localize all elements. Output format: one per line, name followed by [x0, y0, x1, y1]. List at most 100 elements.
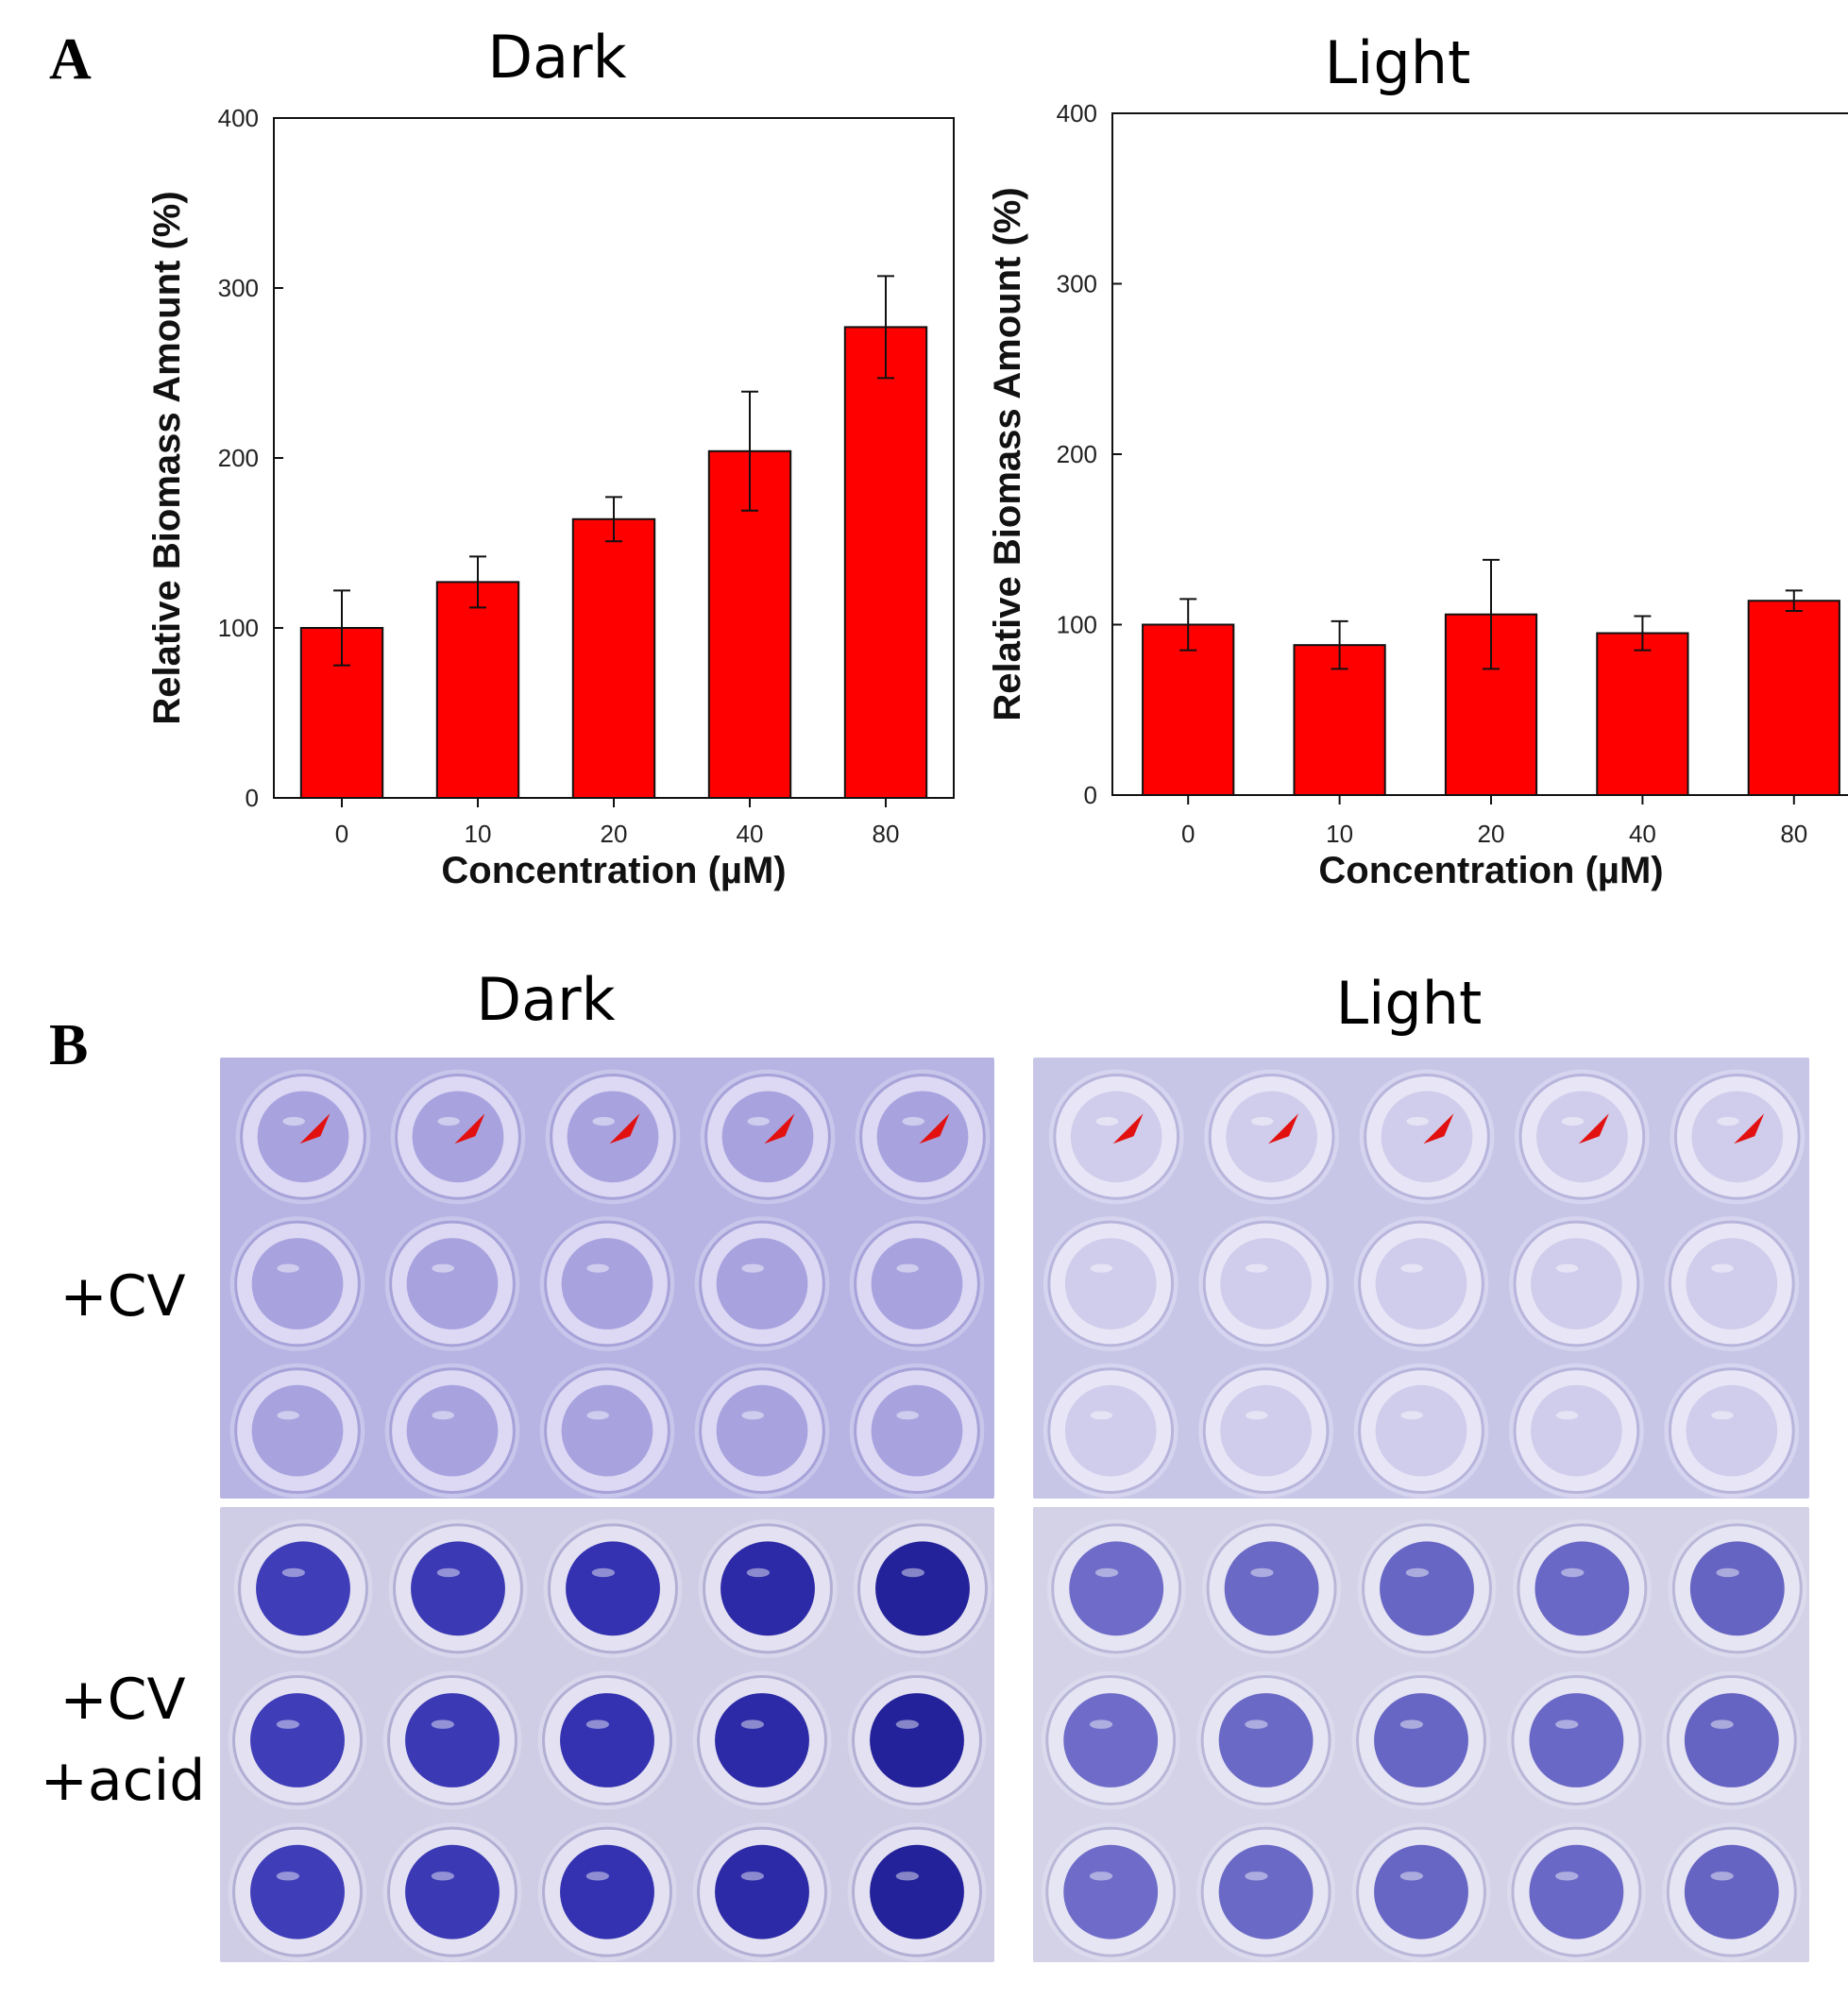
red-arrowhead-icon	[454, 1113, 485, 1144]
well	[847, 1670, 987, 1810]
well	[1196, 1822, 1336, 1962]
well	[229, 1363, 365, 1499]
row-label-cv: +CV	[19, 1256, 227, 1337]
well	[235, 1069, 371, 1205]
error-bar-light-0	[1179, 598, 1197, 652]
error-bar-dark-10	[469, 555, 486, 609]
well	[1662, 1822, 1802, 1962]
x-tick-label-light-20: 20	[1478, 820, 1505, 848]
chart-light-svg: 0 100 200 300 400 0 10 20 40 80 Concentration (µM)…	[987, 99, 1848, 891]
red-arrowhead-icon	[1267, 1113, 1298, 1144]
well	[1196, 1670, 1336, 1810]
chart-dark: 0 100 200 300 400 0 10 20 40 80 Concentration (µM)…	[0, 0, 955, 930]
well	[229, 1216, 365, 1351]
bar-light-80	[1747, 600, 1840, 796]
y-tick-label-light-1: 100	[1057, 611, 1097, 639]
well	[1351, 1670, 1491, 1810]
panel-a-letter: A	[49, 27, 92, 92]
well	[228, 1822, 367, 1962]
error-bar-dark-0	[333, 589, 350, 667]
bar-light-40	[1596, 632, 1689, 797]
y-tick-label-dark-4: 400	[218, 104, 259, 132]
photo-dark-cv-acid	[220, 1507, 994, 1962]
bar-light-10	[1293, 644, 1386, 796]
well	[694, 1363, 830, 1499]
well	[228, 1670, 367, 1810]
well	[1662, 1670, 1802, 1810]
x-tick-label-dark-40: 40	[737, 820, 764, 848]
well	[1359, 1069, 1495, 1205]
photo-col-title-light: Light	[1335, 969, 1483, 1038]
well	[539, 1216, 675, 1351]
well	[694, 1216, 830, 1351]
photo-col-title-dark: Dark	[476, 965, 616, 1034]
x-tick-label-dark-10: 10	[465, 820, 492, 848]
well	[1506, 1670, 1646, 1810]
y-tick-label-dark-3: 300	[218, 274, 259, 302]
red-arrowhead-icon	[1423, 1113, 1454, 1144]
well	[1204, 1069, 1339, 1205]
y-tick-label-light-0: 0	[1084, 781, 1097, 809]
red-arrowhead-icon	[1112, 1113, 1144, 1144]
error-bar-dark-20	[605, 496, 622, 543]
x-tick-label-light-80: 80	[1780, 820, 1807, 848]
well	[849, 1363, 985, 1499]
error-bar-light-10	[1331, 619, 1348, 670]
red-arrowhead-icon	[1734, 1113, 1765, 1144]
x-tick-label-light-0: 0	[1181, 820, 1195, 848]
photo-light-cv	[1033, 1058, 1809, 1499]
well	[1509, 1363, 1644, 1499]
x-tick-label-dark-0: 0	[335, 820, 348, 848]
y-tick-label-light-2: 200	[1057, 440, 1097, 468]
well	[1512, 1518, 1652, 1658]
well	[539, 1363, 675, 1499]
photo-dark-cv	[220, 1058, 994, 1499]
row-label-cv-acid: +CV +acid	[19, 1659, 227, 1821]
well	[382, 1822, 522, 1962]
well	[1668, 1518, 1807, 1658]
well	[849, 1216, 985, 1351]
well	[390, 1069, 526, 1205]
well	[855, 1069, 991, 1205]
well	[1353, 1216, 1489, 1351]
error-bar-light-80	[1785, 589, 1803, 613]
x-tick-label-dark-80: 80	[873, 820, 900, 848]
chart-dark-title: Dark	[487, 23, 627, 92]
y-tick-label-light-4: 400	[1057, 99, 1097, 127]
bar-dark-80	[843, 326, 928, 799]
y-tick-label-dark-1: 100	[218, 614, 259, 642]
well	[1043, 1216, 1178, 1351]
well	[1357, 1518, 1497, 1658]
row-label-cv-line1: +CV	[59, 1263, 186, 1330]
well	[692, 1670, 832, 1810]
well	[698, 1518, 838, 1658]
well	[545, 1069, 681, 1205]
x-tick-label-light-40: 40	[1629, 820, 1656, 848]
panel-b-letter: B	[49, 1013, 89, 1077]
chart-light-title: Light	[1324, 28, 1471, 97]
row-label-cv-acid-line1: +CV	[59, 1667, 186, 1733]
well	[384, 1363, 520, 1499]
photo-light-cv-acid	[1033, 1507, 1809, 1962]
red-arrowhead-icon	[609, 1113, 640, 1144]
x-tick-label-dark-20: 20	[601, 820, 628, 848]
well	[384, 1216, 520, 1351]
red-arrowhead-icon	[919, 1113, 950, 1144]
well	[847, 1822, 987, 1962]
y-tick-label-light-3: 300	[1057, 270, 1097, 298]
well	[1351, 1822, 1491, 1962]
chart-dark-svg: 0 100 200 300 400 0 10 20 40 80 Concentration (µM)…	[146, 104, 955, 891]
x-axis-label-dark: Concentration (µM)	[441, 850, 786, 891]
red-arrowhead-icon	[764, 1113, 795, 1144]
bar-light-0	[1142, 623, 1235, 796]
well	[692, 1822, 832, 1962]
well	[1048, 1069, 1184, 1205]
well	[853, 1518, 992, 1658]
well	[1509, 1216, 1644, 1351]
well	[543, 1518, 683, 1658]
y-tick-label-dark-0: 0	[246, 784, 259, 812]
chart-light: 0 100 200 300 400 0 10 20 40 80 Concentration (µM)…	[925, 0, 1848, 930]
y-axis-label-dark: Relative Biomass Amount (%)	[146, 191, 188, 724]
error-bar-light-20	[1483, 558, 1500, 670]
well	[1041, 1670, 1180, 1810]
